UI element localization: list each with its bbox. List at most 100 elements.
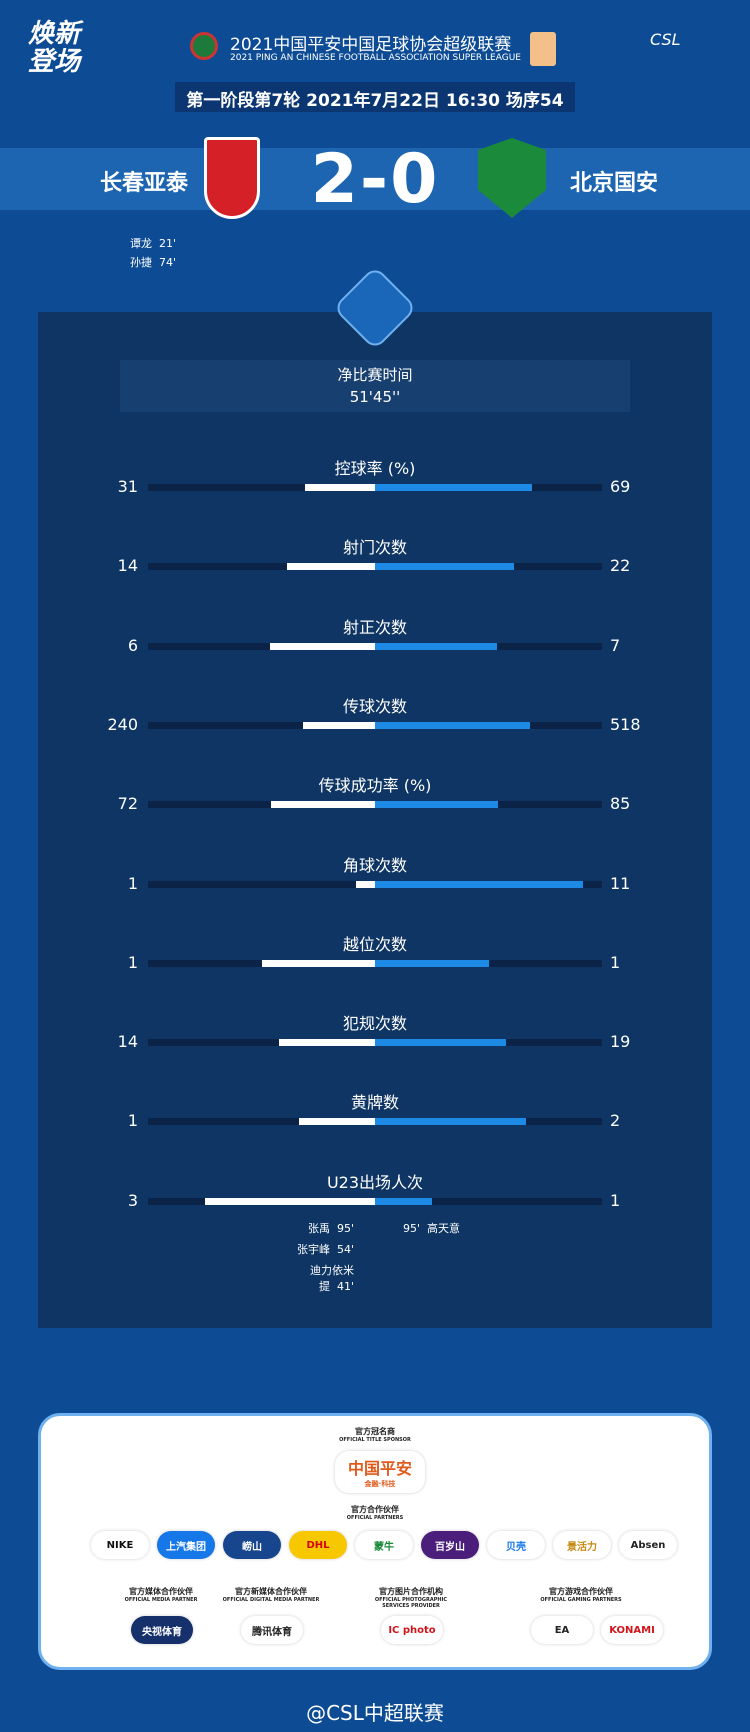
u23-player: 迪力依米提 41' (310, 1264, 354, 1293)
u23-player: 95' 高天意 (403, 1222, 461, 1235)
stat-away-value: 1 (610, 952, 621, 972)
stat-home-value: 1 (127, 873, 138, 893)
match-score: 2-0 (310, 140, 440, 219)
partner-logo: 上汽集团 (157, 1531, 215, 1559)
stat-away-bar (375, 1118, 527, 1126)
net-time-box: 净比赛时间 51'45'' (120, 360, 630, 412)
partner-logo: DHL (289, 1531, 347, 1559)
stat-away-bar (375, 484, 532, 491)
stat-label: 黄牌数 (350, 1093, 399, 1113)
home-scorer: 孙捷 74' (130, 254, 176, 270)
net-time-label: 净比赛时间 (337, 366, 413, 384)
stat-away-bar (375, 880, 584, 888)
stat-home-value: 14 (117, 556, 138, 576)
stat-home-value: 72 (117, 794, 138, 814)
u23-player: 张禹 95' (307, 1222, 354, 1235)
stat-label: 角球次数 (342, 855, 407, 875)
stat-home-bar (204, 1197, 375, 1205)
round-bg (175, 82, 575, 112)
partner-logo: 景活力 (553, 1531, 611, 1559)
stat-away-value: 518 (610, 714, 641, 734)
stat-label: 射正次数 (342, 617, 407, 637)
stat-away-bar (375, 1197, 432, 1205)
stat-home-bar (299, 1118, 375, 1126)
stat-away-value: 11 (610, 873, 631, 893)
partner-logo: 百岁山 (421, 1531, 479, 1559)
partner-logo: 贝壳 (487, 1531, 545, 1559)
title-sponsor-logo: 中国平安 金融·科技 (335, 1451, 425, 1493)
u23-away-list: 95' 高天意 (403, 1220, 460, 1236)
stat-away-value: 22 (610, 556, 631, 576)
stat-home-bar (261, 959, 375, 967)
partner-group-heading: 官方游戏合作伙伴 OFFICIAL GAMING PARTNERS (540, 1587, 622, 1603)
csl-logo: CSL (650, 30, 681, 49)
weibo-handle: @CSL中超联赛 (306, 1701, 444, 1725)
partner-group-heading: 官方媒体合作伙伴 OFFICIAL MEDIA PARTNER (124, 1587, 198, 1603)
round-info: 第一阶段第7轮 2021年7月22日 16:30 场序54 (186, 91, 564, 111)
stat-away-value: 1 (610, 1190, 621, 1210)
home-team-crest-icon (204, 137, 260, 219)
stat-home-value: 1 (127, 952, 138, 972)
stat-label: 传球成功率 (%) (318, 776, 432, 796)
stat-home-value: 31 (117, 477, 138, 496)
partner-logo: IC photo (381, 1616, 443, 1644)
home-scorer: 谭龙 21' (130, 235, 176, 251)
partner-logo: Absen (619, 1531, 677, 1559)
home-team-name: 长春亚泰 (100, 171, 189, 196)
stat-home-value: 1 (127, 1111, 138, 1131)
scorer-name: 谭龙 (130, 237, 152, 250)
stat-away-bar (375, 563, 514, 571)
scorer-minute: 21' (159, 237, 177, 250)
stat-label: 犯规次数 (342, 1014, 407, 1034)
u23-player: 张宇峰 54' (296, 1243, 354, 1256)
stat-away-value: 7 (610, 635, 621, 655)
stats-panel (38, 312, 712, 1328)
stat-label: 控球率 (%) (334, 459, 416, 478)
net-time-value: 51'45'' (349, 388, 401, 406)
partner-logo: 蒙牛 (355, 1531, 413, 1559)
stat-home-bar (286, 563, 375, 571)
sponsor-badge-icon (530, 32, 556, 66)
league-title: 2021中国平安中国足球协会超级联赛 (230, 35, 512, 55)
away-team-name: 北京国安 (570, 171, 659, 196)
stat-label: 射门次数 (342, 538, 407, 558)
scorer-minute: 74' (159, 256, 177, 269)
stat-home-bar (304, 484, 375, 491)
partner-group-heading: 官方图片合作机构 OFFICIAL PHOTOGRAPHIC SERVICES P… (374, 1587, 448, 1609)
sponsor-panel: 官方冠名商 OFFICIAL TITLE SPONSOR 中国平安 金融·科技 官方… (38, 1413, 712, 1670)
stat-home-value: 14 (117, 1032, 138, 1052)
stat-away-value: 69 (610, 477, 631, 496)
partners-heading: 官方合作伙伴 OFFICIAL PARTNERS (346, 1505, 404, 1521)
partner-logo: 崂山 (223, 1531, 281, 1559)
partner-logo: 央视体育 (131, 1616, 193, 1644)
u23-home-list: 张禹 95' 张宇峰 54' 迪力依米提 41' (284, 1220, 354, 1294)
stat-away-bar (375, 959, 489, 967)
stat-home-bar (303, 721, 375, 729)
partner-logo: KONAMI (601, 1616, 663, 1644)
stat-away-value: 2 (610, 1111, 621, 1131)
stat-away-value: 19 (610, 1032, 631, 1052)
stat-away-bar (375, 721, 531, 729)
stat-label: 越位次数 (342, 934, 407, 954)
stat-home-value: 240 (107, 714, 138, 734)
stat-home-value: 3 (127, 1190, 138, 1210)
partner-group-heading: 官方新媒体合作伙伴 OFFICIAL DIGITAL MEDIA PARTNER (222, 1587, 320, 1603)
stat-home-bar (270, 642, 375, 650)
cfa-emblem-icon (190, 32, 218, 60)
title-sponsor-heading: 官方冠名商 OFFICIAL TITLE SPONSOR (339, 1427, 411, 1443)
partner-logo: NIKE (91, 1531, 149, 1559)
stat-away-bar (375, 642, 498, 650)
league-title-en: 2021 PING AN CHINESE FOOTBALL ASSOCIATIO… (230, 53, 521, 63)
slogan-logo: 焕新登场 (28, 19, 81, 77)
partner-logo: 腾讯体育 (241, 1616, 303, 1644)
stat-home-value: 6 (127, 635, 138, 655)
stat-label: 传球次数 (342, 696, 407, 716)
partner-logo: EA (531, 1616, 593, 1644)
stat-home-bar (270, 801, 375, 809)
stat-away-bar (375, 801, 498, 809)
header-stripe (0, 148, 750, 210)
stat-away-bar (375, 1039, 506, 1047)
scorer-name: 孙捷 (130, 256, 152, 269)
stat-away-value: 85 (610, 794, 631, 814)
stat-home-bar (356, 880, 375, 888)
